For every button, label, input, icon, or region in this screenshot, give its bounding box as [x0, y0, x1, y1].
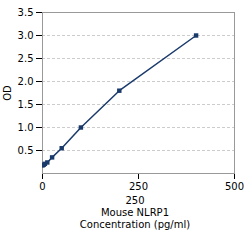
- svg-text:250: 250: [129, 181, 148, 192]
- svg-text:2.0: 2.0: [18, 76, 34, 87]
- svg-text:1.0: 1.0: [18, 122, 34, 133]
- svg-text:3.5: 3.5: [18, 7, 34, 18]
- svg-text:2.5: 2.5: [18, 53, 34, 64]
- svg-text:500: 500: [225, 181, 244, 192]
- html-text:250 Mouse NLRP1 Concentration: 250 Mouse NLRP1 Concentration (pg/ml): [79, 195, 191, 230]
- svg-text:0.5: 0.5: [18, 145, 34, 156]
- svg-text:1.5: 1.5: [18, 99, 34, 110]
- svg-text:0: 0: [39, 181, 45, 192]
- svg-text:OD: OD: [2, 85, 13, 101]
- svg-text:3.0: 3.0: [18, 30, 34, 41]
